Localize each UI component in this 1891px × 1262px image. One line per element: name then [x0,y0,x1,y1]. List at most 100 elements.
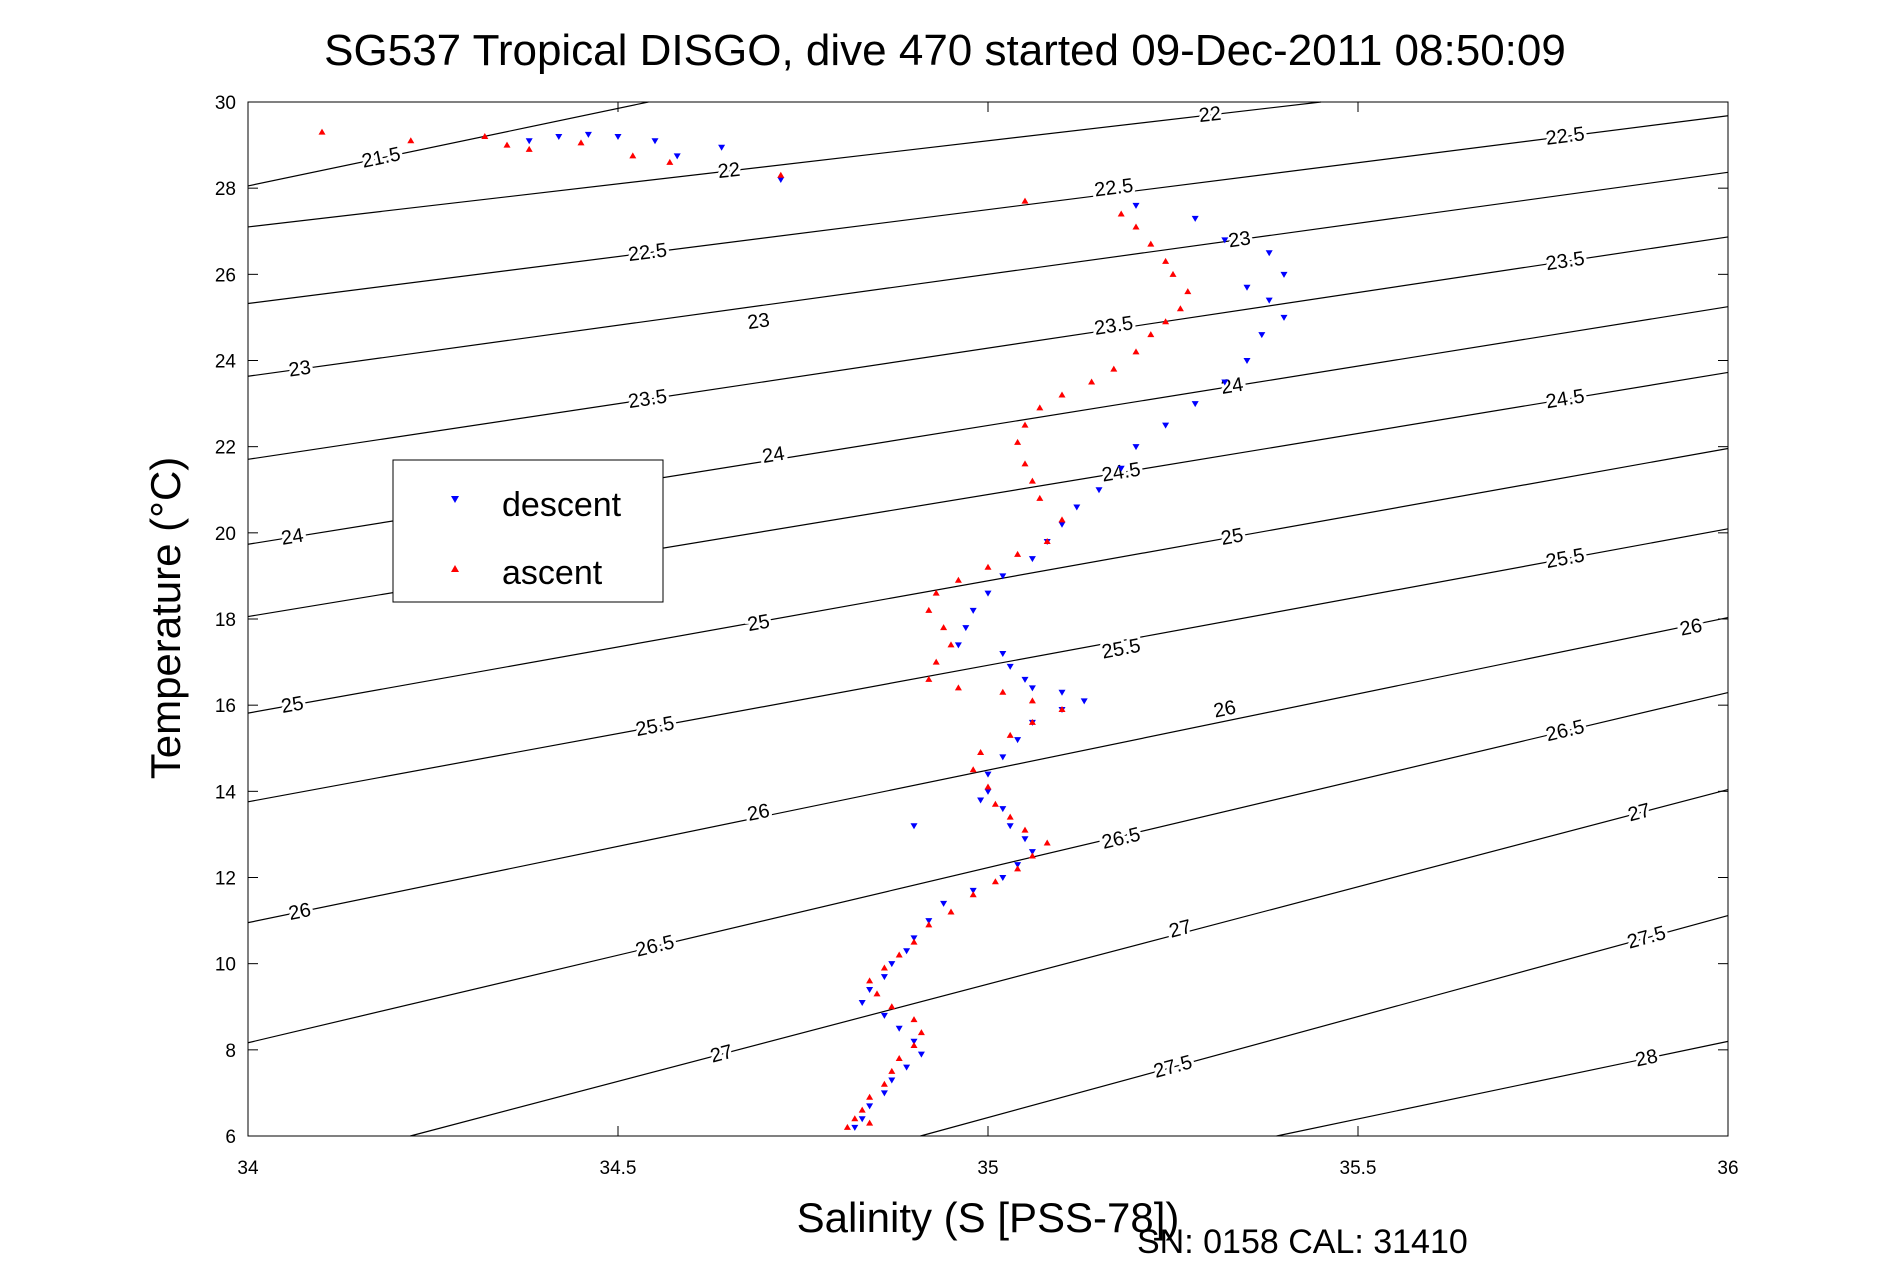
ascent-point [910,1016,918,1023]
ascent-point [1043,537,1051,544]
descent-point [1221,237,1229,244]
ascent-point [895,951,903,958]
ascent-point [932,589,940,596]
ascent-point [1021,197,1029,204]
contour-label: 21.5 [360,143,403,173]
contour-label: 27.5 [1151,1051,1194,1082]
ascent-point [910,938,918,945]
ascent-point [888,1067,896,1074]
descent-point [1162,422,1170,429]
ascent-point [999,688,1007,695]
contour-label: 24.5 [1100,458,1142,486]
contour-label: 22 [717,159,742,183]
contour-label: 25 [280,692,306,718]
y-tick-label: 8 [225,1041,236,1062]
contour-label: 25.5 [1100,635,1142,664]
calibration-footer: SN: 0158 CAL: 31410 [1137,1223,1468,1261]
descent-point [1058,521,1066,528]
ascent-point [1058,705,1066,712]
descent-point [969,607,977,614]
contour-label: 23 [1227,227,1252,252]
descent-point [1132,202,1140,209]
ascent-point [947,641,955,648]
ascent-point [1014,550,1022,557]
ascent-point [1028,477,1036,484]
ascent-point [866,1093,874,1100]
contour-line [247,236,1729,460]
descent-point [525,138,533,145]
ascent-point [1021,421,1029,428]
descent-point [777,177,785,184]
ascent-point [1169,270,1177,277]
ascent-point [1021,826,1029,833]
contour-label: 22 [1198,103,1223,127]
descent-point [858,999,866,1006]
ascent-point [629,152,637,159]
y-tick-label: 26 [215,265,236,286]
ascent-point [1132,223,1140,230]
legend-ascent-label: ascent [502,554,603,592]
descent-point [1073,504,1081,511]
ascent-point [991,800,999,807]
contour-label: 26 [1212,696,1238,722]
ascent-point [777,171,785,178]
contour-label: 26 [287,899,313,925]
ascent-point [1028,852,1036,859]
ascent-point [1162,257,1170,264]
ascent-point [925,606,933,613]
contour-label: 24 [1219,374,1244,399]
descent-point [1265,297,1273,304]
descent-point [969,887,977,894]
ascent-point [1184,288,1192,295]
descent-point [858,1116,866,1123]
contour-line [247,691,1729,1044]
descent-point [984,771,992,778]
contour-label: 23 [746,309,771,334]
contour-label: 26.5 [1100,824,1143,854]
descent-point [1021,676,1029,683]
ascent-point [984,783,992,790]
ascent-point [888,1003,896,1010]
contour-label: 24 [761,443,786,468]
y-tick-label: 14 [215,782,237,803]
ascent-point [969,766,977,773]
y-axis-label: Temperature (°C) [142,457,189,780]
ascent-point [880,1080,888,1087]
descent-point [962,625,970,632]
descent-point [999,650,1007,657]
y-tick-label: 12 [215,869,236,890]
ascent-point [1088,378,1096,385]
descent-point [1117,465,1125,472]
contour-label: 23.5 [627,386,669,414]
ascent-point [525,145,533,152]
ascent-point [1176,305,1184,312]
ascent-point [481,132,489,139]
descent-point [903,948,911,955]
descent-point [880,974,888,981]
ascent-point [880,964,888,971]
contour-label: 22.5 [627,239,668,266]
y-tick-label: 6 [225,1127,236,1148]
contour-label: 26.5 [1544,716,1587,746]
descent-point [1028,849,1036,856]
descent-point [984,590,992,597]
descent-point [1191,401,1199,408]
ascent-point [866,977,874,984]
ascent-point [932,658,940,665]
contour-line [410,788,1729,1137]
ascent-point [1006,731,1014,738]
contour-label: 25 [1219,524,1245,550]
y-tick-label: 18 [215,610,236,631]
descent-point [999,806,1007,813]
y-tick-label: 20 [215,524,236,545]
ascent-point [1014,438,1022,445]
ascent-point [1028,697,1036,704]
x-axis-label: Salinity (S [PSS-78]) [797,1194,1180,1241]
contour-label: 22.5 [1093,175,1134,202]
contour-label: 25.5 [1544,544,1586,573]
descent-point [1280,271,1288,278]
ascent-point [1028,718,1036,725]
ascent-point [1058,516,1066,523]
ascent-point [873,990,881,997]
descent-point [651,138,659,145]
